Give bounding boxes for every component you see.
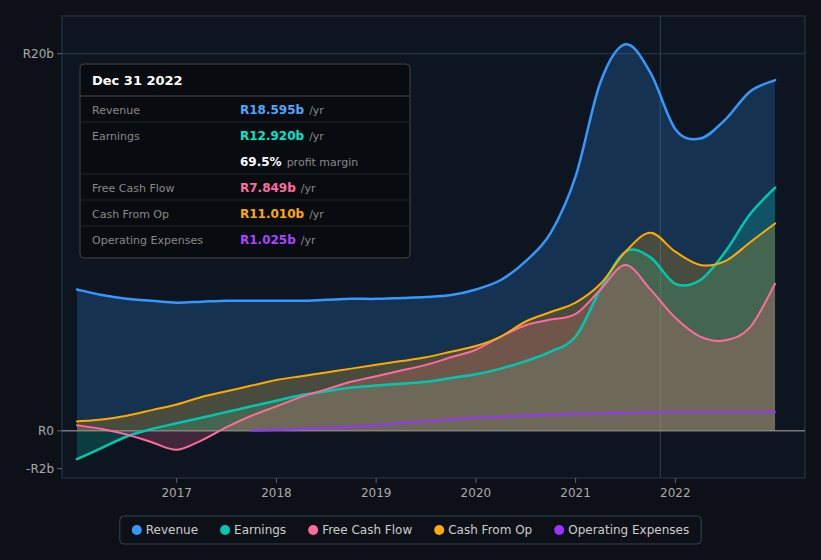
info-box-value: R7.849b: [240, 181, 296, 195]
lines: [77, 44, 775, 459]
info-box-row-separator: [80, 200, 410, 201]
info-box: Dec 31 2022 Revenue R18.595b/yr Earnings R12…: [80, 64, 410, 258]
legend-marker: [308, 525, 318, 535]
info-box-label: Free Cash Flow: [92, 182, 175, 195]
legend-label: Free Cash Flow: [322, 523, 412, 537]
x-tick: [176, 478, 177, 483]
y-tick: [57, 53, 62, 54]
info-box-label: Revenue: [92, 104, 140, 117]
info-box-title: Dec 31 2022: [92, 73, 183, 88]
legend-label: Cash From Op: [448, 523, 532, 537]
legend: Revenue Earnings Free Cash Flow Cash From O…: [120, 516, 701, 544]
legend-marker: [220, 525, 230, 535]
info-box-suffix: profit margin: [287, 156, 359, 169]
x-tick-label: 2017: [161, 486, 192, 500]
x-tick-label: 2020: [461, 486, 492, 500]
background: [0, 0, 821, 560]
info-box-row-separator: [80, 174, 410, 175]
info-box-label: Cash From Op: [92, 208, 169, 221]
info-box-row-separator: [80, 122, 410, 123]
x-tick-label: 2021: [560, 486, 591, 500]
info-box-value: R12.920b: [240, 129, 305, 143]
legend-marker: [554, 525, 564, 535]
info-box-suffix: /yr: [309, 104, 324, 117]
plot-area: [62, 16, 805, 478]
x-tick-label: 2022: [660, 486, 691, 500]
info-box-label: Operating Expenses: [92, 234, 203, 247]
y-tick-label: R20b: [23, 47, 54, 61]
info-box-suffix: /yr: [309, 208, 324, 221]
info-box-frame: [80, 64, 410, 258]
x-tick: [475, 478, 476, 483]
x-tick-label: 2018: [261, 486, 292, 500]
info-box-value: R11.010b: [240, 207, 305, 221]
legend-marker: [132, 525, 142, 535]
y-tick-label: R0: [38, 424, 54, 438]
y-tick: [57, 468, 62, 469]
info-box-value: R18.595b: [240, 103, 305, 117]
info-box-row-separator: [80, 226, 410, 227]
info-box-suffix: /yr: [309, 130, 324, 143]
plot-frame: [62, 16, 805, 478]
y-tick-label: -R2b: [26, 462, 54, 476]
info-box-value: 69.5%: [240, 155, 282, 169]
chart: 2017 2018 2019 2020 2021 2022 -R2b R0 R20b Dec 31…: [0, 0, 821, 560]
legend-frame: [120, 516, 701, 544]
series-line: [77, 44, 775, 302]
axes: 2017 2018 2019 2020 2021 2022 -R2b R0 R20b: [23, 47, 691, 500]
y-tick: [57, 430, 62, 431]
x-tick: [376, 478, 377, 483]
legend-label: Revenue: [146, 523, 198, 537]
reference-line: [62, 53, 805, 54]
x-tick: [276, 478, 277, 483]
info-box-suffix: /yr: [301, 234, 316, 247]
area-fill: [77, 44, 775, 431]
series-line: [251, 412, 775, 431]
x-tick: [675, 478, 676, 483]
x-tick: [575, 478, 576, 483]
info-box-label: Earnings: [92, 130, 140, 143]
legend-marker: [434, 525, 444, 535]
x-tick-label: 2019: [361, 486, 392, 500]
info-box-divider: [80, 96, 410, 97]
legend-label: Earnings: [234, 523, 286, 537]
info-box-value: R1.025b: [240, 233, 296, 247]
info-box-suffix: /yr: [301, 182, 316, 195]
legend-label: Operating Expenses: [568, 523, 689, 537]
